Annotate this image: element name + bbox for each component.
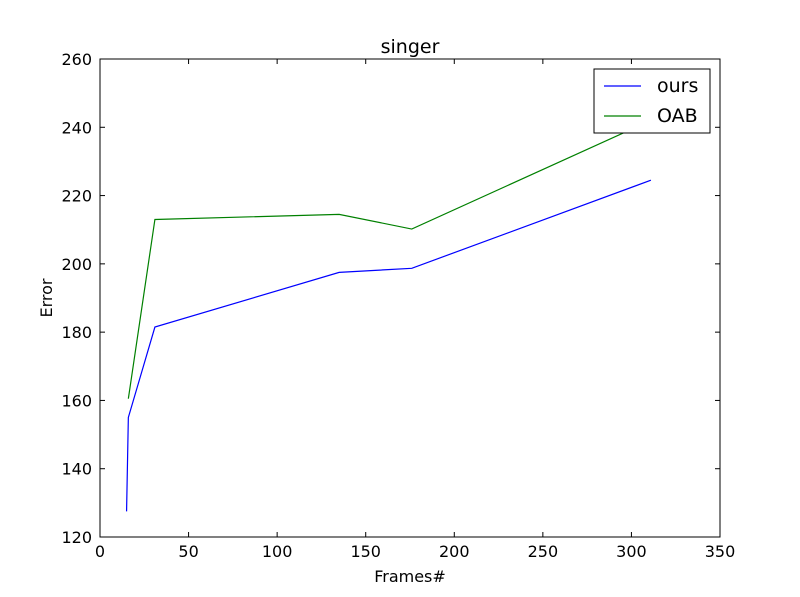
series-line-oab	[127, 119, 652, 399]
plot-area-frame	[99, 58, 721, 538]
legend-label-ours: ours	[657, 75, 698, 97]
legend: ours OAB	[593, 68, 711, 134]
y-tick-label: 140	[61, 460, 92, 479]
series-line-ours	[125, 179, 652, 512]
y-axis-label: Error	[37, 278, 56, 317]
y-tick-label: 160	[61, 391, 92, 410]
y-tick-label: 220	[61, 187, 92, 206]
legend-label-oab: OAB	[657, 105, 698, 127]
x-tick-label: 0	[95, 542, 105, 561]
y-tick-label: 120	[61, 528, 92, 547]
series-layer	[125, 119, 652, 512]
x-tick-label: 50	[178, 542, 198, 561]
chart-title: singer	[381, 36, 440, 58]
x-tick-label: 150	[350, 542, 381, 561]
x-tick-label: 350	[705, 542, 736, 561]
legend-box	[593, 68, 711, 134]
y-tick-label: 180	[61, 323, 92, 342]
y-tick-label: 240	[61, 118, 92, 137]
x-tick-label: 200	[439, 542, 470, 561]
x-tick-label: 300	[616, 542, 647, 561]
y-tick-label: 260	[61, 50, 92, 69]
y-tick-label: 200	[61, 255, 92, 274]
axis-ticks: 0 50 100 150 200 250 300 350 120 140 160 180 200 220 2…	[61, 50, 735, 561]
x-tick-label: 100	[262, 542, 293, 561]
x-axis-label: Frames#	[374, 567, 446, 586]
x-tick-label: 250	[528, 542, 559, 561]
